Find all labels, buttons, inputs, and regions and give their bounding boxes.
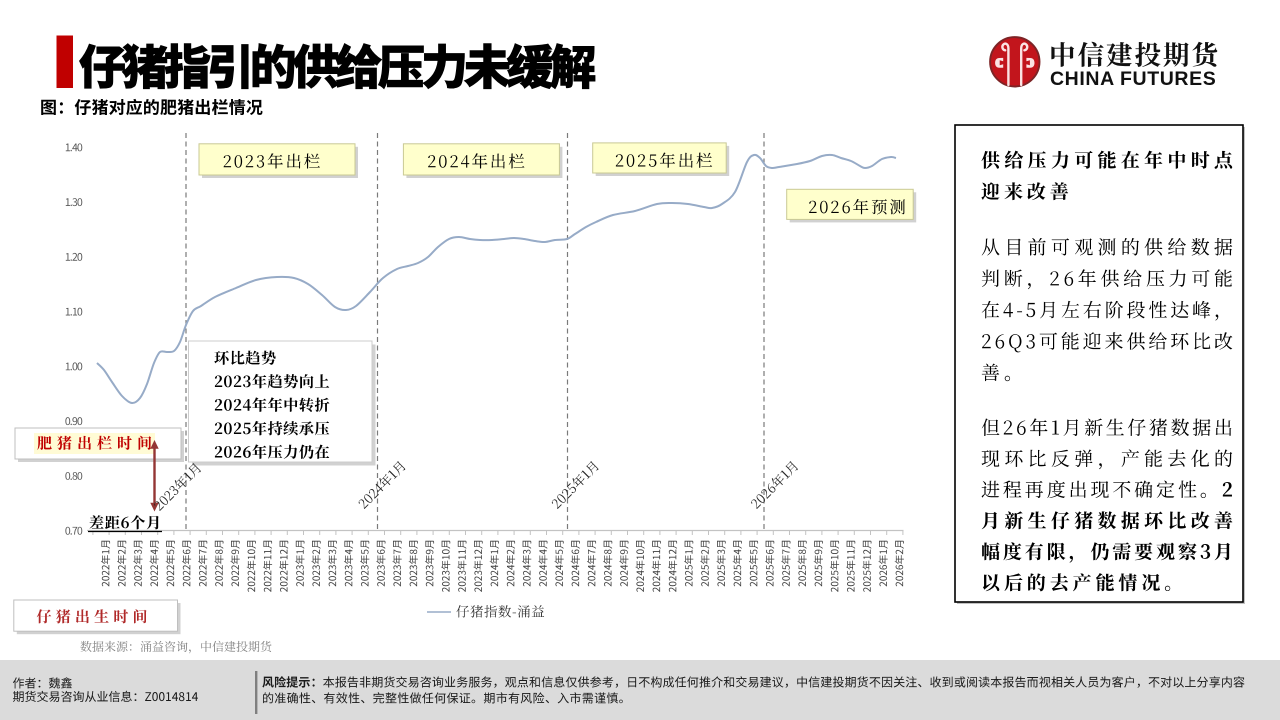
svg-text:CHINA FUTURES: CHINA FUTURES	[1050, 68, 1216, 90]
